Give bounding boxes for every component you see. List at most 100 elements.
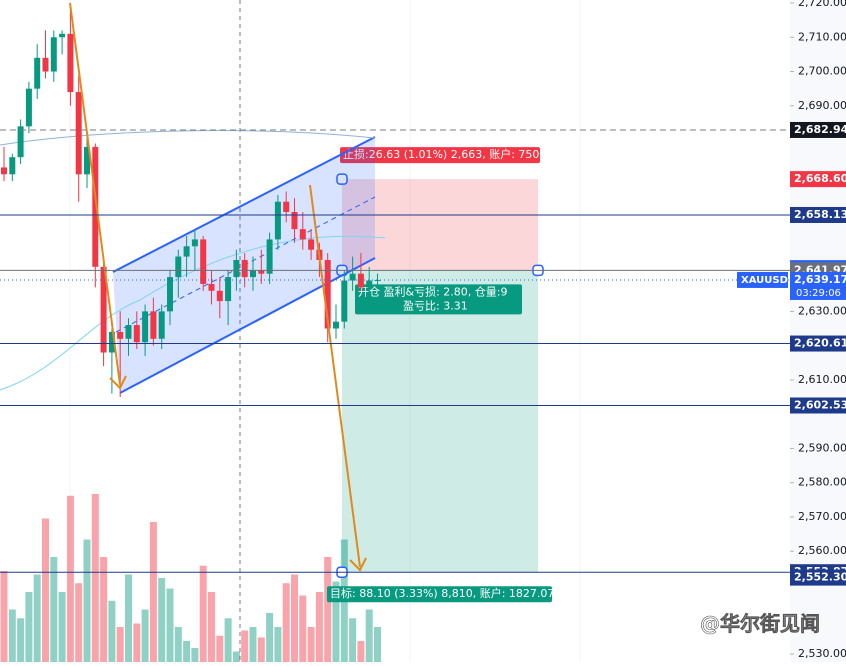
candle-body xyxy=(216,290,223,302)
candle-body xyxy=(299,229,306,240)
candle-body xyxy=(250,270,256,278)
candle-body xyxy=(308,239,315,250)
grid xyxy=(69,0,581,662)
candle-body xyxy=(266,239,273,274)
channel-line xyxy=(119,257,376,394)
ma-line xyxy=(0,130,376,146)
candle-body xyxy=(366,280,373,288)
volume-bar xyxy=(42,518,49,662)
volume-bar xyxy=(66,495,74,662)
candle-body xyxy=(233,259,240,278)
candle-body xyxy=(374,279,381,281)
volume-bar xyxy=(8,609,16,662)
price-axis xyxy=(790,0,846,662)
candle-body xyxy=(283,201,290,213)
volume-bar xyxy=(25,592,33,662)
price-badge xyxy=(790,569,846,586)
candle-body xyxy=(84,146,90,175)
candle-body xyxy=(183,246,190,257)
volume-bar xyxy=(216,635,224,662)
volume-bar xyxy=(241,630,249,662)
volume-bar xyxy=(17,618,25,662)
volume-bar xyxy=(174,627,182,662)
volume-bar xyxy=(357,641,365,662)
handle xyxy=(336,173,348,185)
candle-body xyxy=(34,57,41,89)
volume-bar xyxy=(307,627,315,662)
volume-bar xyxy=(324,557,332,662)
candle-body xyxy=(100,266,107,353)
price-badge-label: 2,682.94 xyxy=(794,123,846,136)
candle-body xyxy=(1,167,7,175)
volume-bar xyxy=(141,609,149,662)
volume-bar xyxy=(232,651,240,662)
candle-body xyxy=(167,277,173,312)
volume-bar xyxy=(266,613,274,662)
candle-body xyxy=(341,280,348,322)
y-tick-label: 2,580.00 xyxy=(798,476,846,489)
price-badge-label: 2,552.30 xyxy=(794,571,846,584)
volume-bar xyxy=(149,522,157,662)
volume-bar xyxy=(75,583,83,662)
tool-label-bg xyxy=(340,147,540,164)
candle-body xyxy=(258,270,265,274)
candle-body xyxy=(274,201,281,240)
price-badge-label: 2,602.53 xyxy=(794,398,846,411)
arrows xyxy=(69,2,367,572)
candle-body xyxy=(92,146,99,267)
candle-body xyxy=(241,259,248,278)
tool-label-bg xyxy=(327,586,552,603)
y-tick-label: 2,720.00 xyxy=(798,0,846,9)
volume-bar xyxy=(249,627,257,662)
candle-body xyxy=(225,277,232,302)
tool-label-bg xyxy=(355,284,522,315)
candle-body xyxy=(108,331,115,353)
candle-body xyxy=(50,37,57,72)
candle-body xyxy=(150,311,157,339)
candle-body xyxy=(67,33,74,93)
candle-body xyxy=(25,88,32,127)
volume-bar xyxy=(374,627,381,662)
volume-bar xyxy=(257,637,265,662)
volume xyxy=(0,494,381,662)
candle-body xyxy=(349,273,356,281)
candle-body xyxy=(158,311,165,339)
candle-body xyxy=(333,321,339,329)
tool-label: 目标: 88.10 (3.33%) 8,810, 账户: 1827.07 xyxy=(330,586,554,600)
watermark: @华尔街见闻 xyxy=(700,612,820,636)
volume-bar xyxy=(58,592,66,662)
price-badge-label: 2,658.13 xyxy=(794,208,846,221)
price-badge-label: 2,668.60 xyxy=(794,172,846,185)
y-tick-label: 2,610.00 xyxy=(798,373,846,386)
y-tick-label: 2,700.00 xyxy=(798,65,846,78)
candle-body xyxy=(17,126,24,158)
countdown: 03:29:06 xyxy=(796,288,841,299)
volume-bar xyxy=(332,581,340,662)
price-badge xyxy=(790,121,846,138)
volume-bar xyxy=(349,618,357,662)
volume-bar xyxy=(166,588,174,662)
volume-bar xyxy=(133,623,141,662)
price-badge xyxy=(790,171,846,188)
y-tick-label: 2,630.00 xyxy=(798,304,846,317)
volume-bar xyxy=(224,618,232,662)
target-zone xyxy=(342,270,538,573)
volume-bar xyxy=(108,600,116,662)
volume-bar xyxy=(91,494,99,662)
volume-bar xyxy=(116,627,124,662)
candle-body xyxy=(42,57,49,72)
candle-body xyxy=(59,33,66,38)
price-badge-label: 2,620.61 xyxy=(794,337,846,350)
tool-label: 盈亏比: 3.31 xyxy=(403,299,468,312)
candle-body xyxy=(175,256,182,278)
candle-body xyxy=(9,157,16,175)
volume-bar xyxy=(158,578,166,662)
y-tick-label: 2,530.00 xyxy=(798,647,846,660)
symbol-label: XAUUSD xyxy=(741,275,788,286)
candle-body xyxy=(142,311,149,343)
candle-body xyxy=(208,283,215,291)
volume-bar xyxy=(208,592,215,662)
volume-bar xyxy=(274,627,282,662)
